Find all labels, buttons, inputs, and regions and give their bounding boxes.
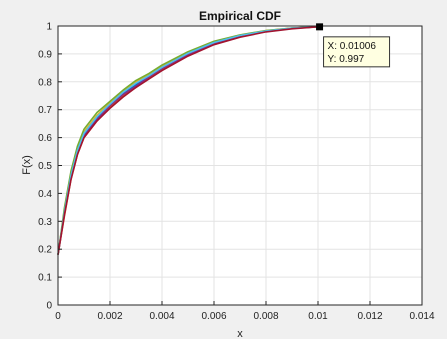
x-tick-label: 0 (55, 311, 61, 322)
datatip-box (323, 36, 391, 68)
x-tick-label: 0.01 (308, 311, 328, 322)
y-tick-label: 0.5 (38, 161, 52, 172)
y-tick-label: 0.9 (38, 49, 52, 60)
y-tick-label: 0.4 (38, 189, 52, 200)
x-tick-label: 0.012 (357, 311, 382, 322)
y-tick-label: 0.6 (38, 133, 52, 144)
y-tick-label: 0.2 (38, 245, 52, 256)
cdf-series-line-7 (57, 25, 321, 255)
chart-title: Empirical CDF (199, 9, 281, 23)
y-tick-label: 0.3 (38, 217, 52, 228)
y-axis-label: F(x) (21, 155, 33, 175)
cdf-series-line-6 (57, 25, 321, 255)
datatip[interactable]: X: 0.01006 Y: 0.997 (316, 23, 391, 68)
y-tick-label: 1 (46, 22, 52, 33)
y-tick-label: 0.8 (38, 77, 52, 88)
x-tick-label: 0.002 (97, 311, 122, 322)
datatip-x-value: X: 0.01006 (328, 41, 377, 52)
y-tick-label: 0 (46, 301, 52, 312)
x-tick-label: 0.006 (201, 311, 226, 322)
axis-ticks: 0 0.002 0.004 0.006 0.008 0.01 0.012 0.014 0 0.1 0… (38, 22, 435, 323)
datatip-y-value: Y: 0.997 (328, 54, 365, 65)
x-tick-label: 0.014 (409, 311, 434, 322)
x-tick-label: 0.004 (149, 311, 174, 322)
datatip-marker[interactable] (316, 23, 324, 31)
x-axis-label: x (237, 328, 243, 339)
cdf-series-group (57, 25, 321, 255)
y-tick-label: 0.1 (38, 273, 52, 284)
x-tick-label: 0.008 (253, 311, 278, 322)
y-tick-label: 0.7 (38, 105, 52, 116)
